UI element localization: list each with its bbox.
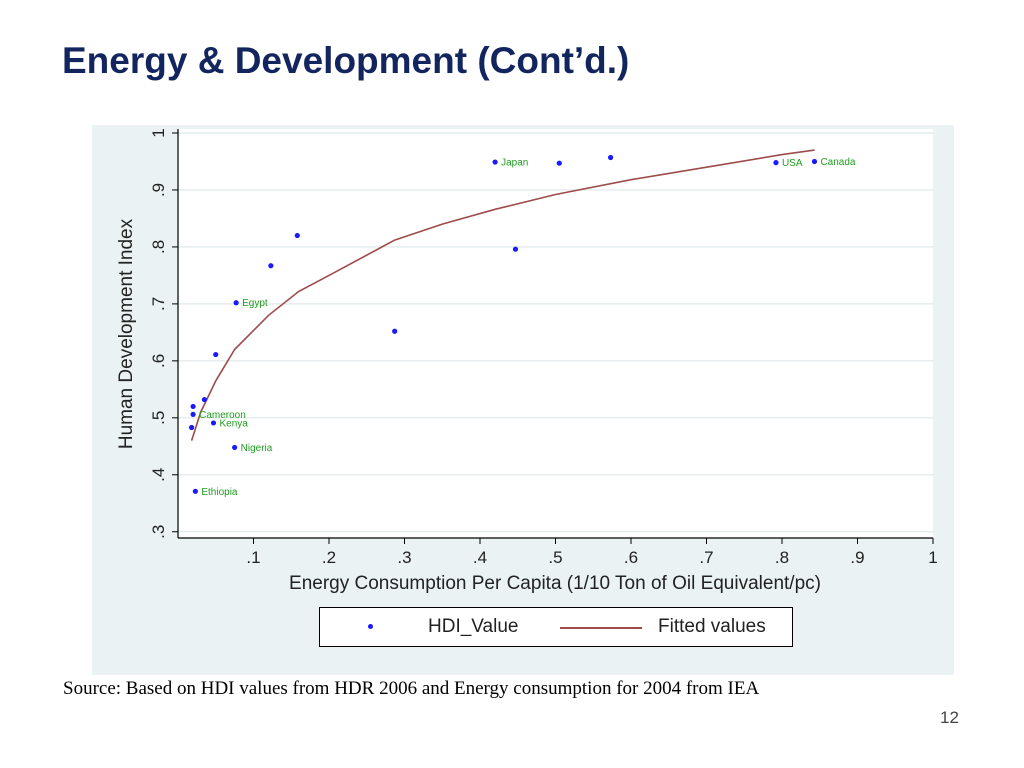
legend-label-fitted: Fitted values <box>658 616 766 637</box>
y-tick-label: .8 <box>149 240 168 254</box>
hdi-data-point <box>190 411 196 417</box>
x-tick-label: .6 <box>624 548 638 567</box>
y-tick-label: .3 <box>149 525 168 539</box>
hdi-data-point <box>201 396 208 403</box>
data-points-layer <box>188 154 818 494</box>
x-tick-label: .1 <box>246 548 260 567</box>
hdi-data-point <box>556 160 562 166</box>
x-tick-label: .3 <box>397 548 411 567</box>
hdi-data-point <box>192 488 198 494</box>
point-label: Japan <box>501 158 528 169</box>
hdi-data-point <box>210 420 217 426</box>
page-number: 12 <box>940 708 959 727</box>
x-tick-label: .4 <box>473 548 487 567</box>
x-axis-label: Energy Consumption Per Capita (1/10 Ton … <box>289 573 821 594</box>
point-label: Ethiopia <box>201 487 238 498</box>
x-tick-label: .2 <box>322 548 336 567</box>
slide-title: Energy & Development (Cont’d.) <box>62 40 630 81</box>
chart-panel: .3 .4 .5 .6 .7 .8 .9 1 .1 .2 .3 .4 .5 .6 .7 .8 .9 1 Japan… <box>92 125 954 675</box>
scatter-chart: .3 .4 .5 .6 .7 .8 .9 1 .1 .2 .3 .4 .5 .6 .7 .8 .9 1 Japan… <box>116 128 938 594</box>
hdi-data-point <box>233 300 239 306</box>
y-tick-label: .7 <box>149 297 168 311</box>
point-label: USA <box>782 158 803 169</box>
hdi-data-point <box>294 232 300 239</box>
hdi-data-point <box>392 328 398 334</box>
plot-area <box>178 129 933 538</box>
source-note: Source: Based on HDI values from HDR 200… <box>63 678 760 699</box>
grid-lines <box>178 132 933 533</box>
hdi-data-point <box>232 444 238 451</box>
hdi-data-point <box>492 159 498 165</box>
axis-ticks: .3 .4 .5 .6 .7 .8 .9 1 .1 .2 .3 .4 .5 .6 .7 .8 .9 1 <box>149 128 938 567</box>
hdi-data-point <box>773 160 779 166</box>
hdi-data-point <box>213 351 219 358</box>
y-tick-label: .5 <box>149 411 168 425</box>
hdi-data-point <box>608 154 614 161</box>
y-tick-label: .6 <box>149 354 168 368</box>
y-tick-label: .4 <box>149 468 168 482</box>
point-label: Kenya <box>219 418 248 429</box>
legend-marker-fitted <box>560 627 642 629</box>
point-label: Canada <box>820 157 855 168</box>
x-tick-label: 1 <box>928 548 937 567</box>
y-tick-label: .9 <box>149 183 168 197</box>
hdi-data-point <box>190 403 196 410</box>
x-tick-label: .5 <box>548 548 562 567</box>
chart-legend: HDI_Value Fitted values <box>319 607 793 647</box>
point-label: Nigeria <box>241 443 273 454</box>
fitted-values-line <box>190 149 815 441</box>
hdi-data-point <box>188 424 195 431</box>
fitted-line-layer <box>190 149 815 441</box>
x-tick-label: .7 <box>699 548 713 567</box>
legend-marker-hdi <box>368 624 373 629</box>
y-tick-label: 1 <box>149 128 168 137</box>
point-label: Egypt <box>242 298 268 309</box>
legend-label-hdi: HDI_Value <box>428 616 519 637</box>
x-tick-label: .8 <box>775 548 789 567</box>
x-tick-label: .9 <box>850 548 864 567</box>
hdi-data-point <box>811 158 818 165</box>
point-label: Cameroon <box>199 410 246 421</box>
y-axis-label: Human Development Index <box>116 218 137 449</box>
hdi-data-point <box>268 263 274 269</box>
hdi-data-point <box>512 246 519 252</box>
